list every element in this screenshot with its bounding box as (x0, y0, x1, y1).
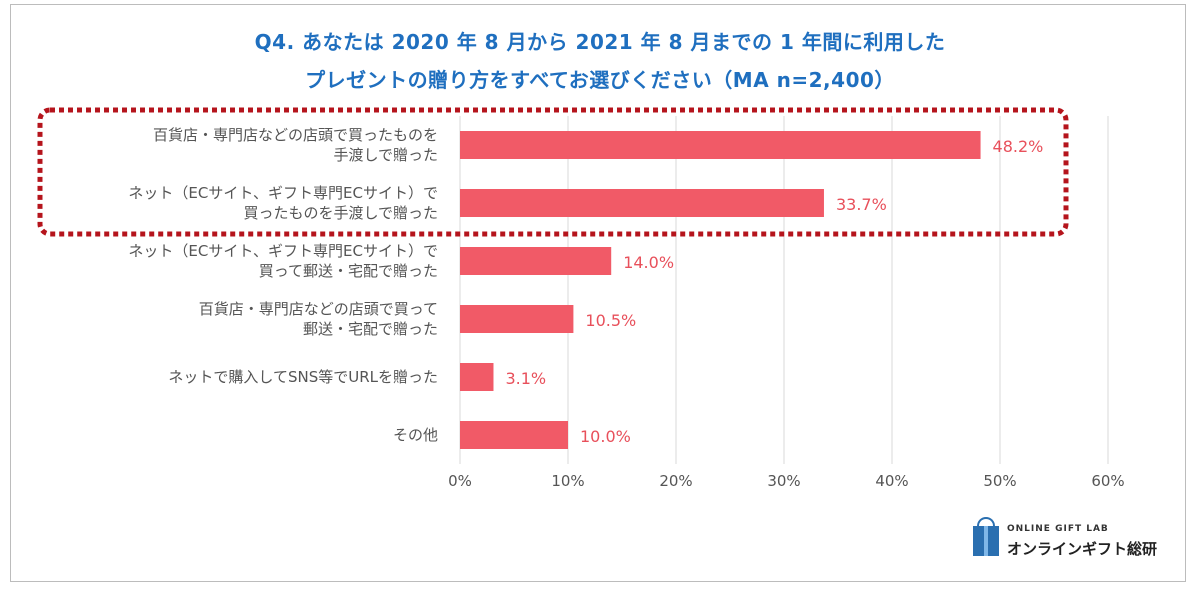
bar (460, 189, 824, 217)
data-label: 14.0% (623, 253, 674, 272)
category-label: 百貨店・専門店などの店頭で買って (199, 300, 438, 318)
chart-title-line1: Q4. あなたは 2020 年 8 月から 2021 年 8 月までの 1 年間… (254, 30, 946, 54)
highlight-box (37, 107, 1069, 237)
gift-bow-icon (977, 517, 995, 526)
data-label: 10.5% (585, 311, 636, 330)
brand-name-en: ONLINE GIFT LAB (1007, 524, 1109, 534)
category-label: 百貨店・専門店などの店頭で買ったものを (153, 126, 438, 144)
x-tick-label: 50% (983, 472, 1016, 490)
brand-name-jp: オンラインギフト総研 (1007, 540, 1158, 558)
chart-title-line2: プレゼントの贈り方をすべてお選びください（MA n=2,400） (305, 68, 895, 92)
data-label: 48.2% (993, 137, 1044, 156)
category-label: ネット（ECサイト、ギフト専門ECサイト）で (128, 184, 438, 202)
chart-frame (10, 4, 1186, 582)
x-tick-label: 20% (659, 472, 692, 490)
bar (460, 421, 568, 449)
category-label: 郵送・宅配で贈った (303, 320, 438, 338)
data-label: 10.0% (580, 427, 631, 446)
x-tick-label: 30% (767, 472, 800, 490)
data-label: 3.1% (505, 369, 546, 388)
category-label: 買ったものを手渡しで贈った (243, 204, 438, 222)
bar (460, 305, 574, 333)
category-label: ネット（ECサイト、ギフト専門ECサイト）で (128, 242, 438, 260)
bar (460, 363, 494, 391)
x-tick-label: 60% (1091, 472, 1124, 490)
bar (460, 131, 981, 159)
category-label: ネットで購入してSNS等でURLを贈った (168, 368, 438, 386)
brand-logo: ONLINE GIFT LAB オンラインギフト総研 (971, 516, 1171, 560)
bar (460, 247, 612, 275)
category-label: その他 (393, 426, 438, 444)
category-label: 買って郵送・宅配で贈った (259, 262, 438, 280)
data-label: 33.7% (836, 195, 887, 214)
x-tick-label: 0% (448, 472, 472, 490)
x-tick-label: 40% (875, 472, 908, 490)
category-label: 手渡しで贈った (333, 146, 438, 164)
x-tick-label: 10% (551, 472, 584, 490)
